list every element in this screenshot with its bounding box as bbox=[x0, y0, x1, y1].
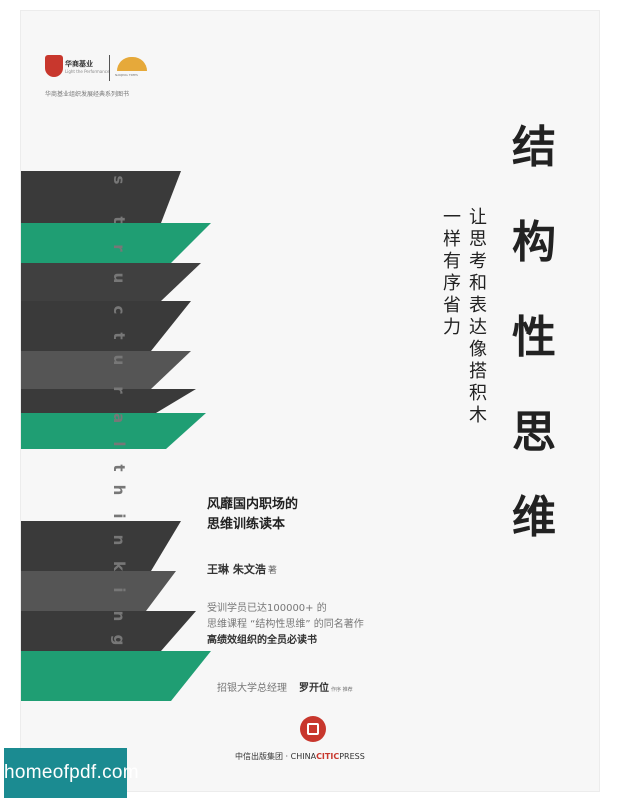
recommend-name: 罗开位 bbox=[299, 683, 329, 694]
spine-letter: s bbox=[110, 175, 128, 185]
recommendation: 招银大学总经理 罗开位 作序 推荐 bbox=[217, 679, 353, 694]
spine-letter: n bbox=[110, 610, 128, 622]
spine-letter: t bbox=[110, 216, 128, 224]
citic-logo-icon bbox=[300, 716, 326, 742]
recommend-role: 招银大学总经理 bbox=[217, 683, 287, 694]
spine-letter: t bbox=[110, 464, 128, 472]
tagline-line-2: 思维训练读本 bbox=[207, 517, 286, 532]
spine-letter: a bbox=[110, 412, 128, 424]
title-char-3: 性 bbox=[512, 312, 556, 363]
title-char-4: 思 bbox=[512, 407, 556, 458]
huashang-logo-subtext: Light the Performance bbox=[65, 69, 110, 74]
sun-logo-text: NANJING TIMES bbox=[115, 73, 138, 77]
spine-letter: u bbox=[110, 354, 128, 366]
blurb-line-3: 高绩效组织的全员必读书 bbox=[207, 635, 317, 646]
title-char-1: 结 bbox=[512, 122, 556, 173]
publisher: 中信出版集团 · CHINACITICPRESS bbox=[235, 752, 365, 761]
title-char-2: 构 bbox=[512, 217, 556, 268]
publisher-logos: 华商基业 Light the Performance NANJING TIMES bbox=[45, 55, 155, 91]
authors: 王琳 朱文浩著 bbox=[207, 561, 277, 577]
subtitle-line-1: 让思考和表达像搭积木 bbox=[469, 207, 487, 426]
author-suffix: 著 bbox=[267, 566, 277, 576]
recommend-suffix: 作序 推荐 bbox=[331, 687, 353, 693]
spine-letter: u bbox=[110, 272, 128, 284]
spine-letter: n bbox=[110, 534, 128, 546]
tagline-line-1: 风靡国内职场的 bbox=[207, 497, 299, 512]
stacked-layers-graphic bbox=[21, 171, 211, 701]
spine-letter: g bbox=[110, 634, 128, 646]
subtitle-line-2: 一样有序省力 bbox=[443, 207, 461, 338]
logo-divider bbox=[109, 55, 110, 81]
spine-letter: i bbox=[110, 587, 128, 593]
blurb-line-1: 受训学员已达100000+ 的 bbox=[207, 603, 327, 614]
watermark-badge[interactable]: homeofpdf.com bbox=[4, 748, 139, 798]
spine-letter: i bbox=[110, 513, 128, 519]
spine-letter: k bbox=[110, 561, 128, 571]
spine-letter: l bbox=[110, 441, 128, 447]
spine-letter: t bbox=[110, 332, 128, 340]
blurb: 受训学员已达100000+ 的 思维课程 “结构性思维” 的同名著作 高绩效组织… bbox=[207, 601, 364, 649]
blurb-line-2: 思维课程 “结构性思维” 的同名著作 bbox=[207, 619, 364, 630]
author-names: 王琳 朱文浩 bbox=[207, 563, 266, 576]
spine-letter: c bbox=[110, 305, 128, 315]
spine-letter: h bbox=[110, 484, 128, 496]
huashang-logo-icon bbox=[45, 55, 63, 77]
spine-letter: r bbox=[110, 386, 128, 394]
book-cover: 华商基业 Light the Performance NANJING TIMES… bbox=[20, 10, 600, 792]
series-label: 华商基业组织发展经典系列图书 bbox=[45, 91, 130, 98]
tagline: 风靡国内职场的 思维训练读本 bbox=[207, 495, 298, 535]
sun-logo-icon bbox=[117, 57, 147, 71]
spine-letter: r bbox=[110, 244, 128, 252]
title-char-5: 维 bbox=[512, 492, 556, 543]
huashang-logo-text: 华商基业 bbox=[65, 60, 93, 68]
